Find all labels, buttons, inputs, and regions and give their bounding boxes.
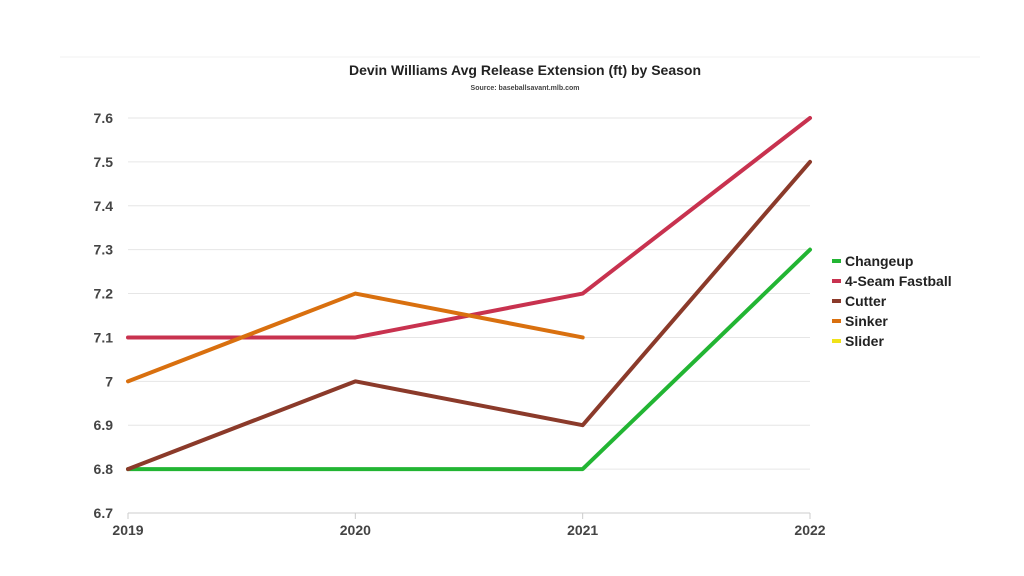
y-tick-label: 7.2 — [94, 286, 114, 302]
data-point-sinker — [581, 335, 585, 339]
y-tick-label: 7.1 — [94, 329, 114, 345]
data-point-4-seam-fastball — [126, 335, 130, 339]
legend-swatch — [832, 319, 841, 323]
data-point-changeup — [808, 248, 812, 252]
y-tick-label: 6.8 — [94, 461, 114, 477]
data-point-cutter — [581, 423, 585, 427]
y-tick-label: 6.9 — [94, 417, 114, 433]
data-point-changeup — [581, 467, 585, 471]
legend-label: Cutter — [845, 293, 887, 309]
legend-swatch — [832, 259, 841, 263]
series-line-changeup — [126, 247, 812, 472]
data-point-cutter — [808, 160, 812, 164]
data-point-4-seam-fastball — [808, 116, 812, 120]
y-tick-label: 7 — [105, 373, 113, 389]
data-point-4-seam-fastball — [353, 335, 357, 339]
data-point-sinker — [126, 379, 130, 383]
chart-title: Devin Williams Avg Release Extension (ft… — [349, 62, 701, 78]
data-point-cutter — [126, 467, 130, 471]
series-line-cutter — [126, 159, 812, 472]
series-lines — [126, 116, 812, 472]
data-point-sinker — [353, 292, 357, 296]
x-tick-label: 2022 — [794, 522, 825, 538]
y-tick-label: 7.3 — [94, 242, 114, 258]
y-tick-label: 7.6 — [94, 110, 114, 126]
legend-label: 4-Seam Fastball — [845, 273, 952, 289]
legend-swatch — [832, 279, 841, 283]
chart-subtitle: Source: baseballsavant.mlb.com — [471, 85, 580, 92]
x-tick-label: 2019 — [112, 522, 143, 538]
y-tick-label: 7.4 — [94, 198, 114, 214]
legend-swatch — [832, 299, 841, 303]
legend-label: Slider — [845, 333, 884, 349]
data-point-4-seam-fastball — [581, 292, 585, 296]
series-line-4-seam-fastball — [126, 116, 812, 340]
data-point-changeup — [353, 467, 357, 471]
x-tick-label: 2020 — [340, 522, 371, 538]
legend: Changeup 4-Seam Fastball Cutter Sinker Slide… — [832, 253, 952, 349]
y-tick-label: 7.5 — [94, 154, 114, 170]
legend-label: Changeup — [845, 253, 913, 269]
y-tick-label: 6.7 — [94, 505, 114, 521]
x-tick-label: 2021 — [567, 522, 598, 538]
y-axis: 7.6 7.5 7.4 7.3 7.2 7.1 7 6.9 6.8 6.7 — [94, 110, 114, 521]
data-point-cutter — [353, 379, 357, 383]
x-axis: 2019 2020 2021 2022 — [112, 513, 826, 538]
legend-label: Sinker — [845, 313, 888, 329]
legend-swatch — [832, 339, 841, 343]
